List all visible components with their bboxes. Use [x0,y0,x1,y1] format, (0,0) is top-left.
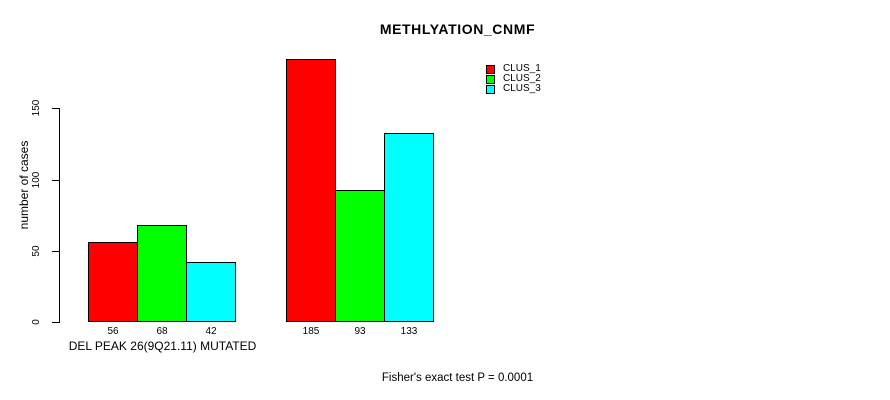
bar-value-label: 133 [400,326,418,337]
annotation-text: Fisher's exact test P = 0.0001 [381,372,534,384]
bar [384,133,434,322]
legend-item: CLUS_2 [486,74,541,84]
legend-item: CLUS_3 [486,84,541,94]
legend-swatch-icon [486,84,495,94]
y-tick [52,251,59,252]
bar [335,190,385,322]
y-tick [52,180,59,181]
legend: CLUS_1 CLUS_2 CLUS_3 [486,64,541,94]
legend-label: CLUS_3 [503,83,541,94]
y-tick [52,322,59,323]
legend-label: CLUS_1 [503,63,541,74]
bar [137,225,187,322]
y-tick-label: 50 [31,245,42,257]
y-tick [52,108,59,109]
x-axis-group-label: DEL PEAK 26(9Q21.11) MUTATED [68,339,257,353]
bar [186,262,236,322]
bar-value-label: 93 [354,326,366,337]
legend-swatch-icon [486,64,495,74]
y-tick-label: 100 [31,171,42,189]
bar-value-label: 68 [156,326,168,337]
y-axis-line [59,108,60,323]
y-axis-label: number of cases [17,140,31,230]
legend-item: CLUS_1 [486,64,541,74]
y-tick-label: 0 [31,319,42,325]
bar [286,59,336,322]
legend-label: CLUS_2 [503,73,541,84]
chart-title: METHLYATION_CNMF [379,21,536,37]
y-tick-label: 150 [31,99,42,117]
bar [88,242,138,322]
bar-value-label: 56 [107,326,119,337]
bar-value-label: 185 [302,326,320,337]
legend-swatch-icon [486,74,495,84]
bar-value-label: 42 [205,326,217,337]
